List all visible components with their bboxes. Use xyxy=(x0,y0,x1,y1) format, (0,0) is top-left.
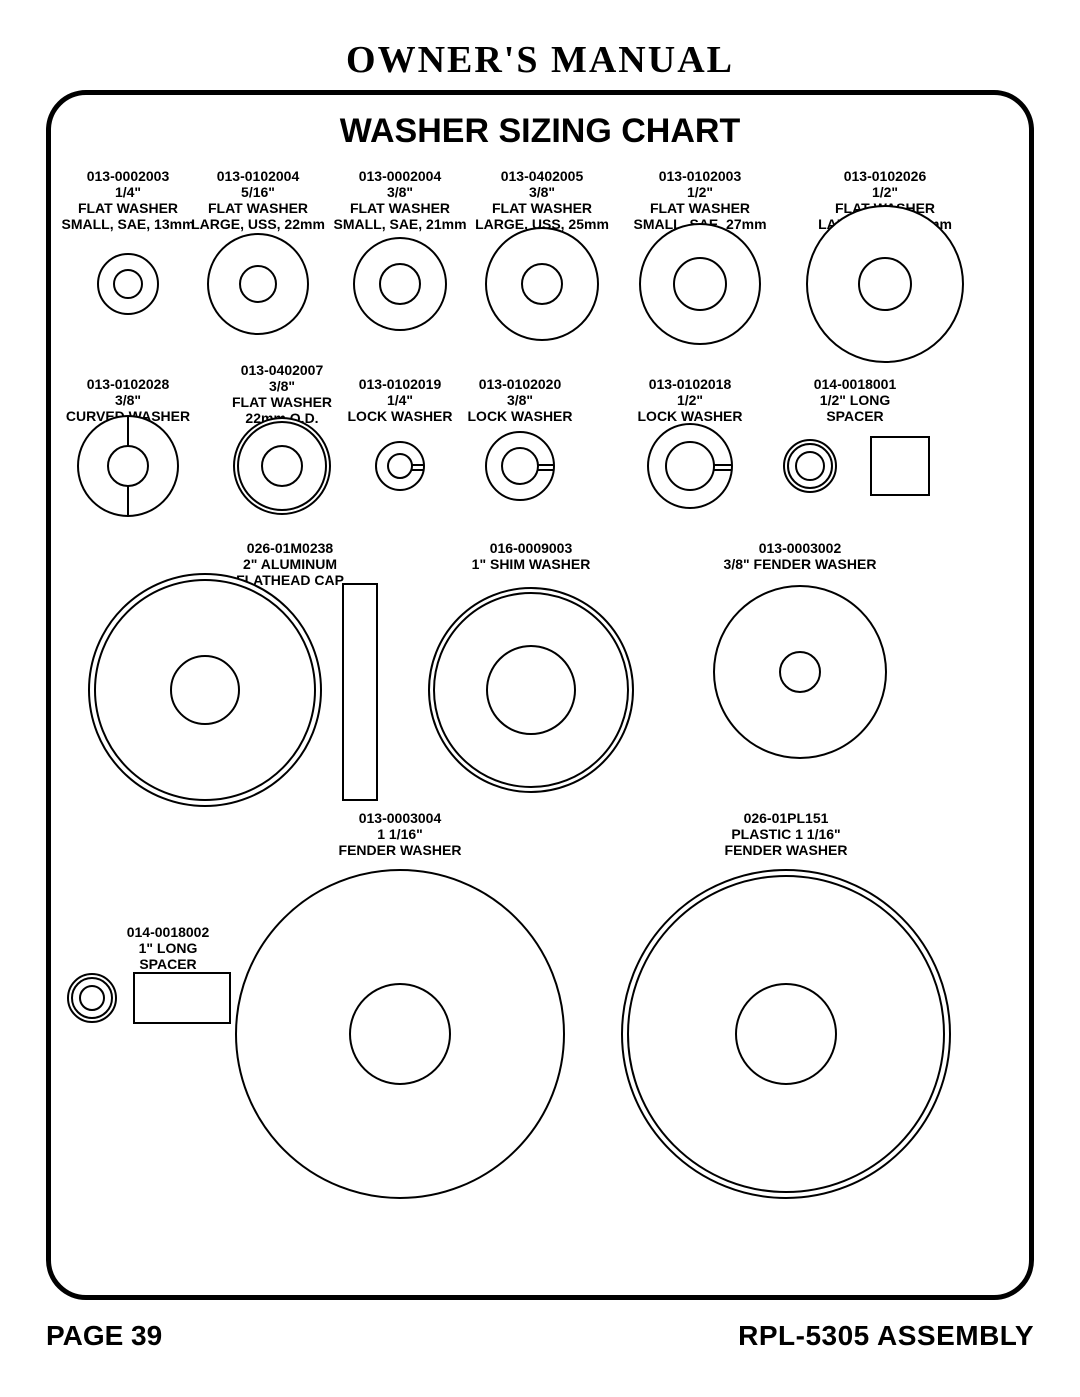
washer-r2_2 xyxy=(232,416,332,516)
washer-r1_3 xyxy=(352,236,448,332)
washer-r2_3 xyxy=(374,440,426,492)
washer-r2_5 xyxy=(646,422,734,510)
footer-model: RPL-5305 ASSEMBLY xyxy=(738,1320,1034,1352)
washer-r4_3 xyxy=(620,868,952,1200)
washer-r4_1a xyxy=(66,972,118,1024)
washer-r1_2 xyxy=(206,232,310,336)
washer-r4_2 xyxy=(234,868,566,1200)
item-label: 013-01020045/16"FLAT WASHERLARGE, USS, 2… xyxy=(191,168,325,232)
washer-r2_1 xyxy=(76,414,180,518)
item-label: 013-00020043/8"FLAT WASHERSMALL, SAE, 21… xyxy=(333,168,466,232)
washer-r3_3 xyxy=(712,584,888,760)
item-label: 013-00020031/4"FLAT WASHERSMALL, SAE, 13… xyxy=(61,168,194,232)
washer-r2_6a xyxy=(782,438,838,494)
item-label: 014-00180011/2" LONGSPACER xyxy=(814,376,897,424)
washer-r1_4 xyxy=(484,226,600,342)
header-title: OWNER'S MANUAL xyxy=(0,38,1080,82)
washer-r3_2 xyxy=(427,586,635,794)
item-label: 013-01020203/8"LOCK WASHER xyxy=(468,376,573,424)
washer-r1_5 xyxy=(638,222,762,346)
item-label: 016-00090031" SHIM WASHER xyxy=(472,540,591,572)
washer-r1_1 xyxy=(96,252,160,316)
item-label: 026-01PL151PLASTIC 1 1/16"FENDER WASHER xyxy=(725,810,848,858)
footer-page: PAGE 39 xyxy=(46,1320,162,1352)
item-label: 013-00030023/8" FENDER WASHER xyxy=(724,540,877,572)
chart-title: WASHER SIZING CHART xyxy=(0,112,1080,151)
washer-r1_6 xyxy=(805,204,965,364)
item-label: 013-04020053/8"FLAT WASHERLARGE, USS, 25… xyxy=(475,168,609,232)
washer-r2_4 xyxy=(484,430,556,502)
washer-r2_6b xyxy=(869,435,931,497)
page: OWNER'S MANUAL WASHER SIZING CHART 013-0… xyxy=(0,0,1080,1397)
item-label: 013-01020191/4"LOCK WASHER xyxy=(348,376,453,424)
item-label: 013-00030041 1/16"FENDER WASHER xyxy=(339,810,462,858)
washer-r4_1b xyxy=(132,948,232,1048)
item-label: 013-01020181/2"LOCK WASHER xyxy=(638,376,743,424)
